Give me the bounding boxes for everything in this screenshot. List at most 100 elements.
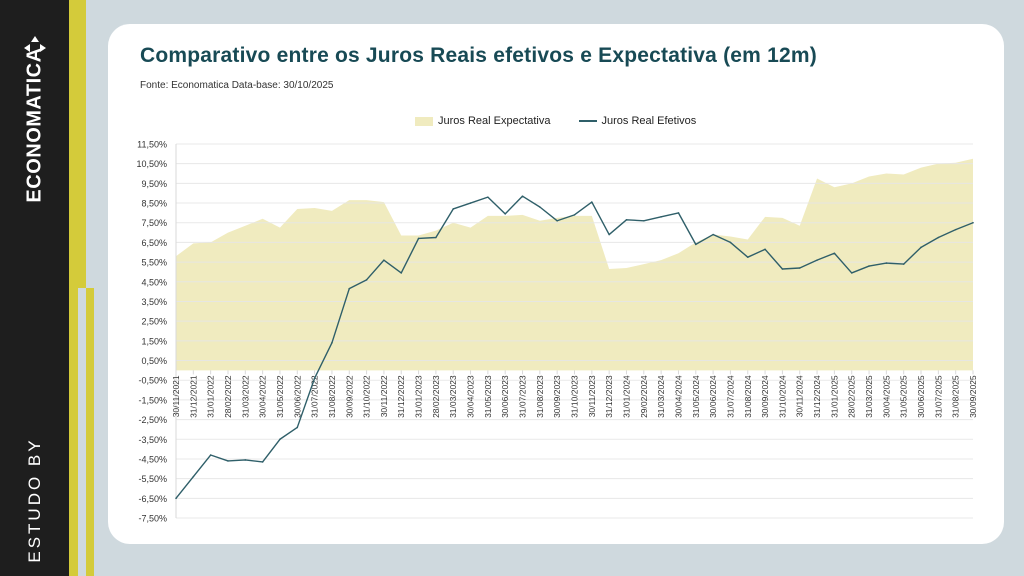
x-tick-label: 31/10/2024 (777, 375, 787, 418)
x-tick-label: 30/06/2022 (292, 375, 302, 418)
x-tick-label: 31/01/2024 (621, 375, 631, 418)
data-point-efetivos (452, 208, 455, 210)
x-tick-label: 31/07/2023 (518, 375, 528, 418)
data-point-efetivos (608, 233, 610, 236)
y-tick-label: 7,50% (141, 218, 167, 228)
y-tick-label: 4,50% (141, 277, 167, 287)
x-tick-label: 30/09/2022 (344, 375, 354, 418)
x-tick-label: 31/03/2022 (240, 375, 250, 418)
data-point-efetivos (556, 219, 558, 222)
x-tick-label: 31/03/2024 (656, 375, 666, 418)
data-point-efetivos (539, 206, 541, 208)
data-point-efetivos (383, 259, 385, 261)
y-tick-label: 9,50% (141, 179, 167, 189)
data-point-efetivos (400, 272, 403, 274)
series-area-expectativa (176, 158, 973, 371)
chart-title: Comparativo entre os Juros Reais efetivo… (140, 44, 817, 67)
data-point-efetivos (261, 461, 264, 463)
y-tick-label: -3,50% (138, 435, 167, 445)
data-point-efetivos (972, 221, 974, 224)
x-tick-label: 31/08/2024 (743, 375, 753, 418)
y-tick-label: 3,50% (141, 297, 167, 307)
data-point-efetivos (279, 438, 281, 441)
brand-sidebar (0, 0, 69, 576)
data-point-efetivos (712, 233, 714, 236)
x-tick-label: 31/01/2022 (206, 375, 216, 418)
x-tick-label: 30/04/2025 (881, 375, 891, 418)
legend-item-efetivos: Juros Real Efetivos (578, 115, 696, 127)
accent-stripe-secondary (86, 288, 94, 576)
x-tick-label: 31/12/2023 (604, 375, 614, 418)
x-tick-label: 30/04/2024 (673, 375, 683, 418)
data-point-efetivos (677, 212, 680, 214)
y-tick-label: 8,50% (141, 199, 167, 209)
compass-arrows-icon (24, 36, 46, 52)
data-point-efetivos (816, 259, 818, 261)
x-tick-label: 31/10/2023 (570, 375, 580, 418)
x-tick-label: 31/01/2025 (829, 375, 839, 418)
data-point-efetivos (781, 268, 784, 270)
x-tick-label: 31/01/2023 (414, 375, 424, 418)
data-point-efetivos (313, 377, 316, 380)
data-point-efetivos (625, 218, 628, 221)
y-tick-label: 6,50% (141, 238, 167, 248)
x-tick-label: 30/11/2021 (171, 375, 181, 417)
x-tick-label: 30/06/2023 (500, 375, 510, 418)
data-point-efetivos (209, 454, 212, 456)
data-point-efetivos (296, 426, 299, 429)
data-point-efetivos (435, 236, 437, 239)
data-point-efetivos (746, 256, 749, 258)
x-tick-label: 31/05/2022 (275, 375, 285, 418)
y-tick-label: -0,50% (138, 376, 167, 386)
chart-source: Fonte: Economatica Data-base: 30/10/2025 (140, 80, 334, 91)
x-tick-label: 30/11/2024 (795, 375, 805, 417)
y-tick-label: -1,50% (138, 395, 167, 405)
x-tick-label: 31/03/2023 (448, 375, 458, 418)
legend-label-expectativa: Juros Real Expectativa (438, 115, 551, 127)
legend-swatch-area (415, 116, 433, 126)
x-tick-label: 31/07/2022 (310, 375, 320, 418)
data-point-efetivos (833, 252, 836, 255)
x-tick-label: 30/04/2023 (466, 375, 476, 418)
x-tick-label: 29/02/2024 (639, 375, 649, 418)
x-tick-label: 31/05/2023 (483, 375, 493, 418)
x-tick-label: 28/02/2023 (431, 375, 441, 418)
data-point-efetivos (487, 196, 489, 198)
x-tick-label: 30/11/2022 (379, 375, 389, 417)
data-point-efetivos (331, 342, 333, 344)
data-point-efetivos (244, 459, 247, 461)
data-point-efetivos (469, 202, 472, 204)
x-tick-label: 30/06/2024 (708, 375, 718, 418)
data-point-efetivos (868, 265, 870, 267)
y-tick-label: -6,50% (138, 494, 167, 504)
y-tick-label: -4,50% (138, 454, 167, 464)
data-point-efetivos (417, 237, 420, 240)
accent-gap (78, 288, 86, 576)
data-point-efetivos (521, 195, 524, 197)
data-point-efetivos (902, 263, 905, 265)
data-point-efetivos (591, 201, 593, 203)
x-tick-label: 31/10/2022 (362, 375, 372, 418)
x-tick-label: 30/09/2025 (968, 375, 978, 418)
x-tick-label: 31/03/2025 (864, 375, 874, 418)
y-tick-label: 11,50% (137, 140, 167, 150)
y-tick-label: 1,50% (141, 336, 167, 346)
x-tick-label: 30/04/2022 (258, 375, 268, 418)
data-point-efetivos (348, 287, 351, 290)
y-tick-label: -2,50% (138, 415, 167, 425)
x-tick-label: 28/02/2022 (223, 375, 233, 418)
data-point-efetivos (729, 241, 732, 244)
data-point-efetivos (573, 214, 576, 216)
x-tick-label: 31/08/2025 (951, 375, 961, 418)
legend-swatch-line (578, 120, 597, 122)
x-tick-label: 30/09/2024 (760, 375, 770, 418)
x-tick-label: 30/06/2025 (916, 375, 926, 418)
data-point-efetivos (227, 460, 229, 462)
y-tick-label: 0,50% (141, 356, 167, 366)
x-tick-label: 31/07/2025 (933, 375, 943, 418)
data-point-efetivos (504, 213, 506, 215)
data-point-efetivos (954, 228, 957, 231)
x-tick-label: 31/07/2024 (725, 375, 735, 418)
y-tick-label: 2,50% (141, 317, 167, 327)
y-tick-label: -5,50% (138, 474, 167, 484)
